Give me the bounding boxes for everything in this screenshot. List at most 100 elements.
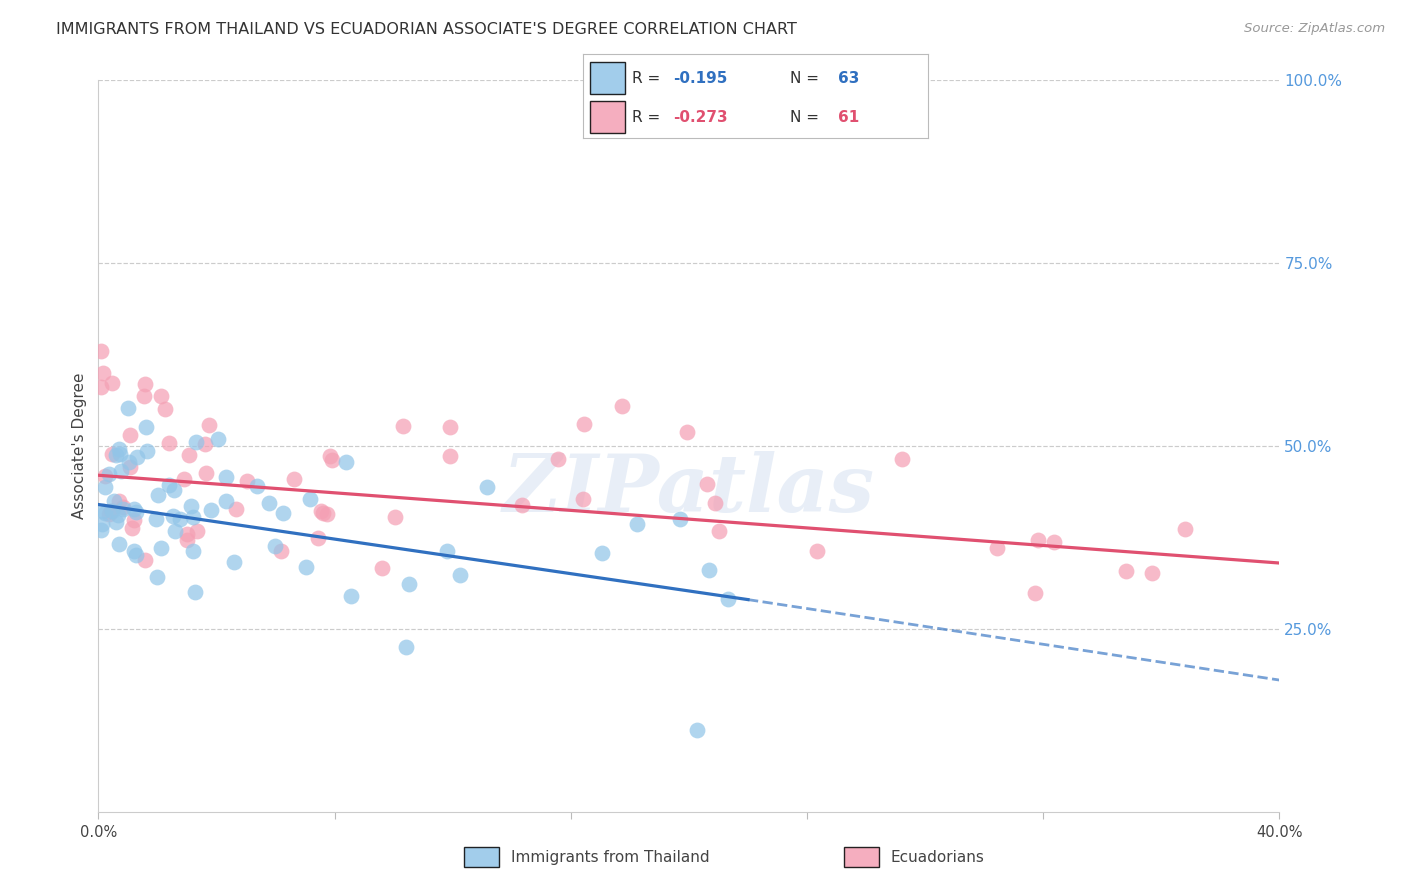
- Point: [572, 491, 595, 506]
- Text: -0.195: -0.195: [673, 71, 727, 87]
- Point: [100, 376, 122, 390]
- FancyBboxPatch shape: [591, 62, 624, 95]
- Point: [224, 555, 246, 569]
- Point: [101, 447, 124, 461]
- Point: [103, 494, 125, 508]
- Point: [176, 527, 198, 541]
- Point: [90, 380, 112, 394]
- Point: [146, 569, 169, 583]
- Point: [134, 376, 156, 391]
- Point: [668, 512, 690, 526]
- Point: [626, 516, 648, 531]
- Text: Ecuadorians: Ecuadorians: [890, 850, 984, 864]
- Point: [591, 546, 613, 560]
- Point: [384, 509, 406, 524]
- Point: [93, 480, 115, 494]
- Point: [100, 504, 122, 518]
- Text: 0.0%: 0.0%: [80, 825, 117, 840]
- Point: [91, 504, 114, 518]
- Point: [311, 503, 333, 517]
- Point: [316, 507, 339, 521]
- Point: [90, 523, 112, 537]
- Point: [1024, 586, 1046, 600]
- Point: [108, 537, 131, 551]
- Point: [270, 544, 292, 558]
- Text: ZIPatlas: ZIPatlas: [503, 451, 875, 529]
- Point: [94, 506, 117, 520]
- Point: [307, 531, 329, 545]
- Point: [335, 455, 357, 469]
- Point: [117, 401, 139, 415]
- Point: [162, 509, 184, 524]
- Point: [610, 399, 633, 413]
- Point: [207, 432, 229, 446]
- Point: [510, 499, 533, 513]
- Point: [340, 589, 363, 603]
- Point: [180, 499, 202, 513]
- Text: 61: 61: [838, 111, 859, 126]
- Point: [271, 506, 294, 520]
- Point: [194, 467, 217, 481]
- Point: [150, 388, 173, 402]
- Point: [157, 477, 180, 491]
- Point: [395, 640, 418, 654]
- Point: [122, 502, 145, 516]
- Point: [1140, 566, 1163, 580]
- Text: IMMIGRANTS FROM THAILAND VS ECUADORIAN ASSOCIATE'S DEGREE CORRELATION CHART: IMMIGRANTS FROM THAILAND VS ECUADORIAN A…: [56, 22, 797, 37]
- Point: [134, 388, 156, 402]
- Point: [186, 524, 208, 538]
- Point: [125, 548, 148, 562]
- Point: [134, 553, 156, 567]
- Text: Immigrants from Thailand: Immigrants from Thailand: [510, 850, 709, 864]
- Point: [145, 511, 167, 525]
- Point: [98, 507, 121, 521]
- Point: [157, 436, 180, 450]
- Point: [225, 501, 247, 516]
- Point: [150, 541, 173, 555]
- Point: [120, 459, 142, 474]
- Point: [295, 560, 318, 574]
- Point: [121, 520, 143, 534]
- Point: [572, 417, 595, 431]
- Y-axis label: Associate's Degree: Associate's Degree: [72, 373, 87, 519]
- Text: -0.273: -0.273: [673, 111, 728, 126]
- Point: [1115, 564, 1137, 578]
- Point: [717, 591, 740, 606]
- Point: [321, 453, 343, 467]
- Point: [135, 419, 157, 434]
- Point: [676, 425, 699, 439]
- Point: [186, 434, 208, 449]
- Point: [200, 503, 222, 517]
- Point: [547, 451, 569, 466]
- Point: [475, 480, 498, 494]
- Text: 40.0%: 40.0%: [1256, 825, 1303, 840]
- Text: R =: R =: [631, 111, 665, 126]
- Point: [169, 512, 191, 526]
- Point: [1026, 533, 1049, 548]
- Point: [298, 491, 321, 506]
- Point: [1042, 535, 1064, 549]
- Point: [101, 504, 124, 518]
- Point: [135, 444, 157, 458]
- Text: R =: R =: [631, 71, 665, 87]
- Point: [319, 449, 342, 463]
- Point: [111, 500, 134, 514]
- Point: [450, 567, 472, 582]
- Point: [439, 449, 461, 463]
- Point: [986, 541, 1008, 555]
- Point: [91, 366, 114, 380]
- Point: [108, 447, 131, 461]
- Point: [165, 524, 187, 538]
- Point: [198, 417, 221, 432]
- Point: [118, 428, 141, 442]
- Point: [283, 472, 305, 486]
- Point: [391, 419, 413, 434]
- Point: [703, 496, 725, 510]
- Text: N =: N =: [790, 111, 824, 126]
- Point: [94, 468, 117, 483]
- Point: [890, 452, 912, 467]
- Point: [398, 577, 420, 591]
- Point: [112, 502, 135, 516]
- Point: [176, 533, 198, 548]
- Point: [806, 544, 828, 558]
